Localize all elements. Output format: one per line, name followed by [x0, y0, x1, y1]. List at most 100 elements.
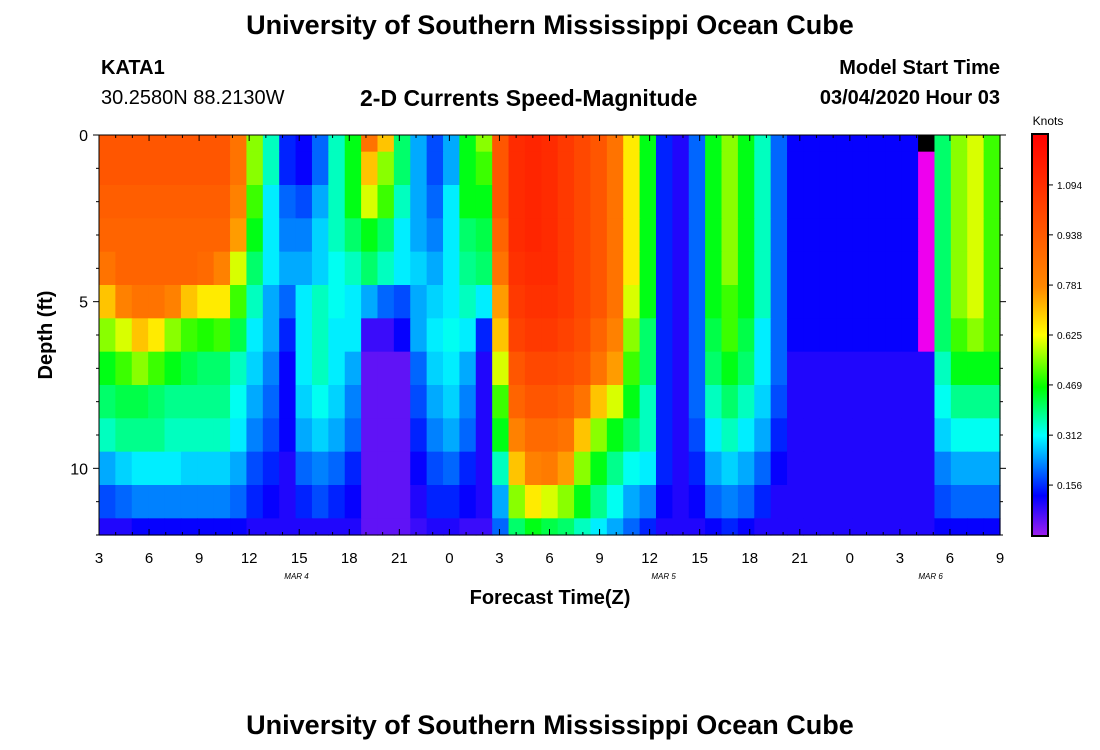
heatmap-cell	[590, 518, 608, 536]
heatmap-cell	[606, 218, 624, 253]
heatmap-cell	[819, 351, 837, 386]
heatmap-cell	[819, 185, 837, 219]
heatmap-cell	[164, 518, 182, 536]
heatmap-cell	[279, 185, 297, 219]
heatmap-cell	[737, 418, 755, 453]
heatmap-cell	[770, 418, 788, 453]
heatmap-cell	[443, 185, 460, 219]
heatmap-cell	[672, 218, 690, 253]
x-tick-label: 6	[545, 550, 553, 567]
heatmap-cell	[852, 185, 870, 219]
heatmap-cell	[803, 451, 821, 486]
heatmap-cell	[164, 285, 182, 319]
heatmap-cell	[541, 351, 559, 386]
heatmap-cell	[197, 351, 215, 386]
heatmap-cell	[934, 451, 952, 486]
heatmap-cell	[148, 451, 166, 486]
heatmap-cell	[410, 385, 428, 419]
heatmap-cell	[99, 185, 116, 219]
heatmap-cell	[885, 218, 903, 253]
heatmap-cell	[213, 318, 231, 353]
heatmap-cell	[852, 285, 870, 319]
heatmap-cell	[574, 485, 592, 519]
heatmap-cell	[557, 518, 575, 536]
x-tick-label: 0	[445, 550, 453, 567]
heatmap-cell	[655, 251, 673, 286]
heatmap-cell	[524, 518, 542, 536]
x-tick-label: 6	[946, 550, 954, 567]
heatmap-cell	[180, 218, 198, 253]
heatmap-cell	[967, 218, 985, 253]
heatmap-cell	[737, 135, 755, 153]
colorbar-title: Knots	[1033, 114, 1064, 128]
heatmap-cell	[524, 251, 542, 286]
heatmap-cell	[901, 135, 919, 153]
heatmap-cell	[606, 351, 624, 386]
heatmap-cell	[377, 151, 395, 186]
heatmap-cell	[705, 418, 723, 453]
heatmap-cell	[508, 251, 526, 286]
heatmap-cell	[524, 351, 542, 386]
heatmap-cell	[262, 251, 280, 286]
heatmap-cell	[770, 518, 788, 536]
heatmap-cell	[770, 218, 788, 253]
heatmap-cell	[688, 151, 706, 186]
heatmap-cell	[655, 185, 673, 219]
heatmap-cell	[393, 135, 411, 153]
heatmap-cell	[754, 135, 772, 153]
heatmap-cell	[721, 285, 739, 319]
heatmap-cell	[574, 218, 592, 253]
heatmap-cell	[180, 285, 198, 319]
heatmap-cell	[885, 185, 903, 219]
heatmap-cell	[180, 351, 198, 386]
heatmap-cell	[443, 485, 460, 519]
heatmap-cell	[819, 518, 837, 536]
heatmap-cell	[311, 185, 329, 219]
heatmap-cell	[918, 451, 936, 486]
heatmap-cell	[475, 385, 493, 419]
heatmap-cell	[443, 518, 460, 536]
heatmap-cell	[721, 151, 739, 186]
heatmap-cell	[606, 318, 624, 353]
heatmap-cell	[787, 385, 805, 419]
heatmap-cell	[131, 151, 149, 186]
heatmap-cell	[688, 251, 706, 286]
heatmap-cell	[606, 151, 624, 186]
heatmap-cell	[918, 185, 936, 219]
heatmap-cell	[115, 318, 133, 353]
heatmap-cell	[213, 185, 231, 219]
colorbar: Knots 1.094 0.938 0.781 0.625 0.469 0.312 0.15…	[1031, 114, 1082, 537]
heatmap-cell	[819, 285, 837, 319]
heatmap-cell	[410, 151, 428, 186]
heatmap-cell	[426, 218, 444, 253]
heatmap-cell	[803, 518, 821, 536]
heatmap-cell	[197, 485, 215, 519]
heatmap-cell	[393, 518, 411, 536]
heatmap-cell	[885, 251, 903, 286]
heatmap-cell	[885, 151, 903, 186]
heatmap-cell	[295, 418, 313, 453]
heatmap-cell	[459, 418, 477, 453]
heatmap-cell	[901, 285, 919, 319]
heatmap-cell	[148, 151, 166, 186]
heatmap-cell	[99, 135, 116, 153]
heatmap-cell	[426, 285, 444, 319]
heatmap-cell	[852, 418, 870, 453]
heatmap-cell	[475, 151, 493, 186]
heatmap-cell	[705, 151, 723, 186]
heatmap-cell	[213, 151, 231, 186]
heatmap-cell	[393, 485, 411, 519]
heatmap-cell	[328, 518, 346, 536]
x-tick-label: 3	[495, 550, 503, 567]
heatmap-cell	[164, 185, 182, 219]
heatmap-cell	[180, 318, 198, 353]
heatmap-cell	[148, 218, 166, 253]
heatmap-cell	[541, 135, 559, 153]
heatmap-cell	[361, 451, 379, 486]
heatmap-cell	[590, 135, 608, 153]
heatmap-cell	[361, 418, 379, 453]
heatmap-cell	[393, 418, 411, 453]
heatmap-cell	[541, 485, 559, 519]
heatmap-cell	[541, 285, 559, 319]
